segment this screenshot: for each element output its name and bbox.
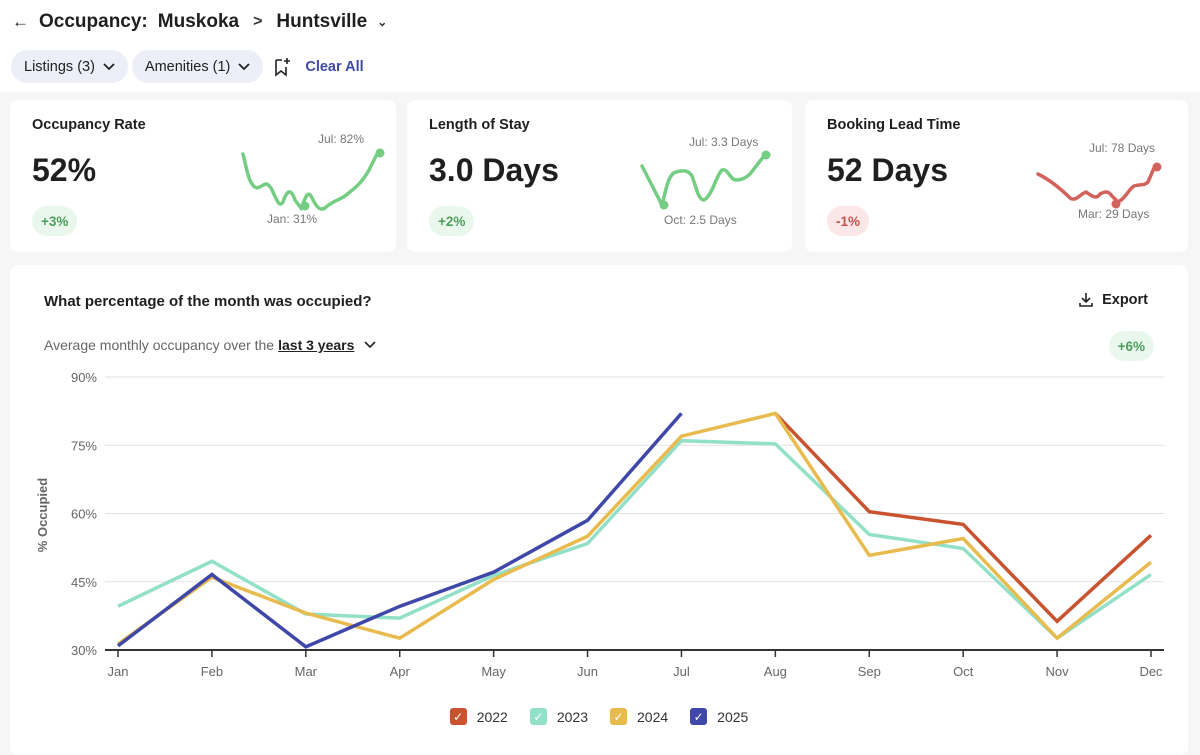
length-of-stay-card: Length of Stay 3.0 Days +2% Jul: 3.3 Day…	[407, 100, 792, 252]
period-dropdown[interactable]: last 3 years	[278, 337, 355, 353]
change-badge: -1%	[827, 206, 870, 236]
occupancy-sparkline	[241, 148, 385, 212]
x-tick-label: Jul	[673, 664, 690, 679]
card-title: Occupancy Rate	[32, 117, 146, 133]
legend-item-2024[interactable]: ✓ 2024	[610, 708, 668, 725]
series-line-2025	[116, 412, 683, 649]
x-tick-label: Oct	[953, 664, 974, 679]
sparkline-min-label: Oct: 2.5 Days	[664, 213, 737, 227]
y-tick-label: 30%	[71, 643, 97, 658]
sparkline-max-label: Jul: 82%	[318, 132, 365, 146]
download-icon	[1079, 293, 1093, 307]
sparkline-max-label: Jul: 3.3 Days	[689, 135, 759, 149]
sparkline-max-label: Jul: 78 Days	[1089, 141, 1156, 155]
chart-title: What percentage of the month was occupie…	[44, 293, 372, 310]
y-tick-label: 90%	[71, 370, 97, 385]
breadcrumb-city[interactable]: Huntsville	[276, 11, 368, 32]
x-tick-label: Mar	[295, 664, 318, 679]
listings-filter-label: Listings (3)	[24, 58, 95, 75]
breadcrumb-region[interactable]: Muskoka	[157, 11, 240, 32]
chart-change-badge: +6%	[1108, 331, 1154, 361]
bookmark-add-icon[interactable]	[273, 57, 291, 77]
export-label: Export	[1102, 292, 1148, 308]
sparkline-min-label: Mar: 29 Days	[1078, 207, 1150, 221]
series-line-2022	[774, 412, 1153, 624]
amenities-filter[interactable]: Amenities (1)	[131, 50, 264, 83]
x-tick-label: Nov	[1046, 664, 1070, 679]
y-tick-label: 75%	[71, 438, 97, 453]
legend-item-2023[interactable]: ✓ 2023	[529, 708, 588, 725]
card-title: Length of Stay	[429, 117, 530, 133]
series-line-2023	[117, 438, 1152, 641]
y-tick-label: 45%	[71, 575, 97, 590]
booking-lead-time-card: Booking Lead Time 52 Days -1% Jul: 78 Da…	[805, 100, 1188, 252]
breadcrumb: ← Occupancy: Muskoka > Huntsville ⌄	[12, 10, 387, 34]
header-bar: ← Occupancy: Muskoka > Huntsville ⌄ List…	[0, 0, 1200, 92]
y-axis-label: % Occupied	[35, 478, 50, 552]
change-badge: +2%	[429, 206, 475, 236]
chart-subtitle: Average monthly occupancy over the last 3…	[44, 337, 378, 353]
legend-label: 2022	[476, 708, 508, 725]
chart-legend: ✓ 2022 ✓ 2023 ✓ 2024 ✓ 2025	[10, 708, 1188, 725]
arrow-left-icon[interactable]: ←	[12, 12, 29, 31]
breadcrumb-separator: >	[253, 13, 263, 30]
occupancy-rate-card: Occupancy Rate 52% +3% Jul: 82% Jan: 31%	[10, 100, 396, 252]
x-tick-label: Jun	[577, 664, 598, 679]
line-chart: 30% 45% 60% 75% 90% Jan Feb Mar Apr May Jun Jul Aug S…	[35, 370, 1164, 679]
y-tick-label: 60%	[71, 507, 97, 522]
legend-label: 2025	[717, 708, 749, 725]
booking-lead-time-sparkline	[1036, 162, 1162, 209]
chevron-down-icon[interactable]: ⌄	[377, 15, 388, 29]
x-tick-label: Feb	[201, 664, 223, 679]
x-tick-label: Apr	[390, 664, 411, 679]
checkbox-icon[interactable]: ✓	[529, 708, 547, 725]
card-value: 52%	[32, 152, 97, 188]
x-tick-label: Aug	[764, 664, 787, 679]
x-tick-label: May	[481, 664, 506, 679]
occupancy-chart-card: What percentage of the month was occupie…	[10, 265, 1188, 755]
chevron-down-icon	[103, 62, 115, 70]
x-tick-label: Dec	[1139, 664, 1163, 679]
checkbox-icon[interactable]: ✓	[449, 708, 467, 725]
chevron-down-icon[interactable]	[364, 340, 378, 350]
card-title: Booking Lead Time	[827, 117, 961, 133]
sparkline-min-label: Jan: 31%	[267, 212, 318, 226]
legend-item-2022[interactable]: ✓ 2022	[449, 708, 508, 725]
length-of-stay-sparkline	[640, 150, 771, 210]
subtitle-text: Average monthly occupancy over the	[44, 337, 275, 353]
card-value: 52 Days	[827, 152, 948, 188]
legend-label: 2023	[556, 708, 588, 725]
chevron-down-icon	[238, 62, 250, 70]
listings-filter[interactable]: Listings (3)	[11, 50, 128, 83]
export-button[interactable]: Export	[1078, 292, 1148, 308]
legend-item-2025[interactable]: ✓ 2025	[690, 708, 748, 725]
page-title: Occupancy:	[39, 11, 148, 32]
clear-all-button[interactable]: Clear All	[305, 58, 364, 75]
card-value: 3.0 Days	[429, 152, 559, 188]
legend-label: 2024	[637, 708, 669, 725]
amenities-filter-label: Amenities (1)	[144, 58, 231, 75]
change-badge: +3%	[32, 206, 78, 236]
x-tick-label: Sep	[858, 664, 881, 679]
series-line-2024	[116, 411, 1153, 646]
checkbox-icon[interactable]: ✓	[610, 708, 627, 725]
x-tick-label: Jan	[108, 664, 129, 679]
filter-bar: Listings (3) Amenities (1) Clear All	[11, 50, 364, 83]
checkbox-icon[interactable]: ✓	[690, 708, 708, 725]
